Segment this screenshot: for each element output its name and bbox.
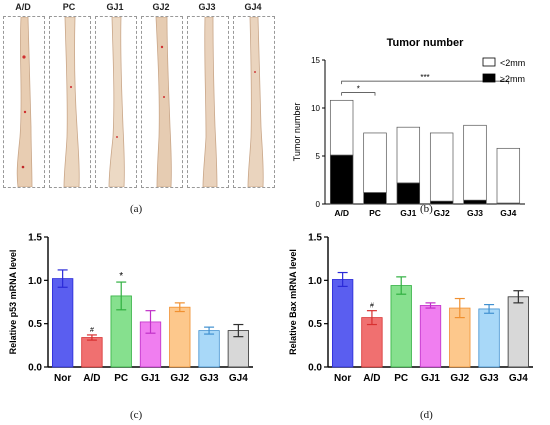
colon-photo-gj4 (233, 16, 275, 188)
caption-c: (c) (130, 409, 143, 421)
colon-photo-gj2 (141, 16, 183, 188)
photo-label-gj4: GJ4 (244, 2, 262, 12)
legend-label: <2mm (500, 58, 525, 68)
p53-chart: Relative p53 mRNA level 0.0 0.5 1.0 1.5 Nor # A… (8, 233, 253, 384)
x-tick-label: GJ2 (450, 373, 469, 384)
x-tick-label: PC (394, 373, 408, 384)
significance-bracket (341, 80, 509, 85)
bar-gj4 (507, 296, 530, 368)
x-tick-label: Nor (54, 373, 71, 384)
bar-large-gj3 (463, 199, 487, 205)
colon-photo-gj1 (95, 16, 137, 188)
bar-ad (81, 337, 103, 368)
legend-swatch (482, 73, 496, 83)
chart-title: Tumor number (387, 37, 465, 49)
legend-swatch (482, 57, 496, 67)
photo-label-gj2: GJ2 (152, 2, 170, 12)
photo-label-ad: A/D (15, 2, 31, 12)
tumor-number-chart: Tumor number Tumor number 0 5 10 15 A/D PC GJ1 GJ… (292, 37, 525, 218)
bar-small-gj4 (496, 147, 521, 204)
caption-d: (d) (420, 409, 433, 421)
caption-b: (b) (420, 203, 433, 215)
significance-mark: * (119, 271, 123, 282)
photo-label-gj3: GJ3 (198, 2, 216, 12)
bar-nor (331, 279, 354, 368)
bar-nor (51, 278, 74, 368)
y-axis-label: Relative p53 mRNA level (8, 250, 18, 355)
y-tick-label: 0.0 (308, 363, 322, 374)
y-tick-label: 1.5 (308, 233, 322, 244)
colon-photo-pc (49, 16, 91, 188)
caption-a: (a) (130, 203, 143, 215)
y-tick-label: 0 (316, 200, 321, 209)
x-tick-label: GJ3 (467, 208, 483, 218)
y-tick-label: 15 (311, 56, 320, 65)
bar-small-pc (363, 132, 387, 193)
legend-label: ≥2mm (500, 74, 525, 84)
photo-label-gj1: GJ1 (106, 2, 124, 12)
x-tick-label: A/D (363, 373, 380, 384)
y-axis-label: Tumor number (292, 103, 302, 162)
x-tick-label: A/D (334, 208, 349, 218)
significance-mark: *** (420, 73, 429, 82)
photo-label-pc: PC (62, 2, 76, 12)
x-tick-label: GJ3 (200, 373, 219, 384)
x-tick-label: GJ1 (421, 373, 440, 384)
y-axis-label: Relative Bax mRNA level (288, 249, 298, 355)
x-tick-label: GJ3 (480, 373, 499, 384)
bar-large-pc (363, 192, 387, 205)
x-tick-label: Nor (334, 373, 351, 384)
bax-chart: Relative Bax mRNA level 0.0 0.5 1.0 1.5 Nor # A… (288, 233, 533, 384)
significance-mark: * (357, 85, 360, 94)
significance-mark: # (90, 327, 94, 334)
x-tick-label: GJ1 (141, 373, 160, 384)
x-tick-label: PC (114, 373, 128, 384)
y-tick-label: 1.0 (308, 276, 322, 287)
bar-large-gj1 (396, 182, 421, 205)
bar-large-gj2 (429, 200, 454, 205)
y-tick-label: 0.5 (28, 319, 42, 330)
y-tick-label: 5 (316, 152, 321, 161)
x-tick-label: GJ4 (500, 208, 516, 218)
x-tick-label: GJ2 (434, 208, 450, 218)
bar-small-gj1 (396, 126, 421, 184)
bar-pc (390, 285, 412, 368)
significance-mark: # (370, 303, 374, 310)
x-tick-label: A/D (83, 373, 100, 384)
bar-small-gj2 (429, 132, 454, 202)
x-tick-label: GJ4 (229, 373, 248, 384)
colon-photo-ad (3, 16, 45, 188)
bar-large-ad (329, 154, 354, 205)
bar-gj3 (478, 308, 500, 368)
significance-bracket (341, 92, 376, 96)
bar-gj2 (169, 306, 191, 368)
x-tick-label: PC (369, 208, 381, 218)
y-tick-label: 0.0 (28, 363, 42, 374)
colon-photo-gj3 (187, 16, 229, 188)
x-tick-label: GJ2 (170, 373, 189, 384)
y-tick-label: 0.5 (308, 319, 322, 330)
bar-small-ad (329, 99, 354, 156)
x-tick-label: GJ1 (400, 208, 416, 218)
bar-gj3 (198, 330, 220, 368)
y-tick-label: 1.0 (28, 276, 42, 287)
y-tick-label: 1.5 (28, 233, 42, 244)
y-tick-label: 10 (311, 104, 320, 113)
bar-gj1 (419, 305, 442, 368)
bar-small-gj3 (463, 124, 487, 201)
x-tick-label: GJ4 (509, 373, 528, 384)
